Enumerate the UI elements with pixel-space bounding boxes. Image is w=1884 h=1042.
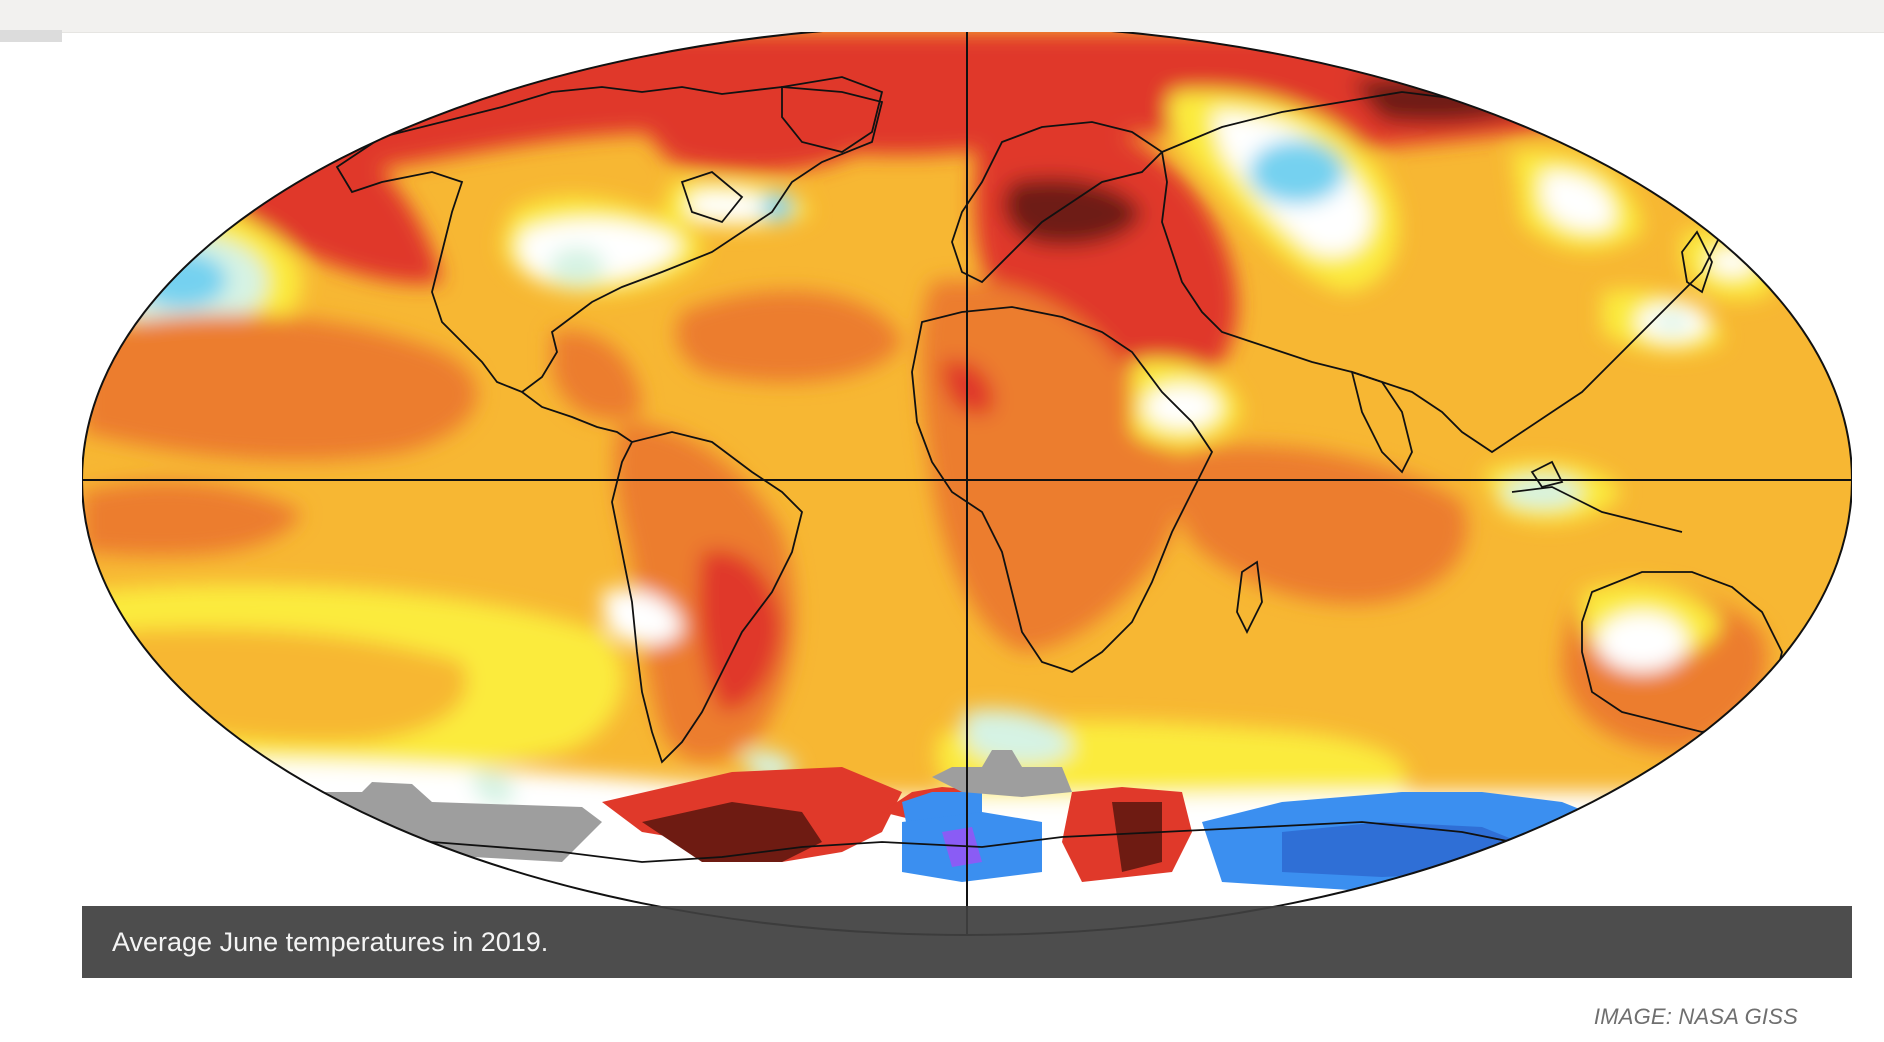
caption-bar: Average June temperatures in 2019. xyxy=(82,906,1852,978)
top-bar xyxy=(0,0,1884,33)
caption-text: Average June temperatures in 2019. xyxy=(112,926,549,957)
temperature-anomaly-map xyxy=(82,32,1852,978)
back-tab[interactable] xyxy=(0,30,62,42)
image-credit: IMAGE: NASA GISS xyxy=(1593,1004,1798,1029)
